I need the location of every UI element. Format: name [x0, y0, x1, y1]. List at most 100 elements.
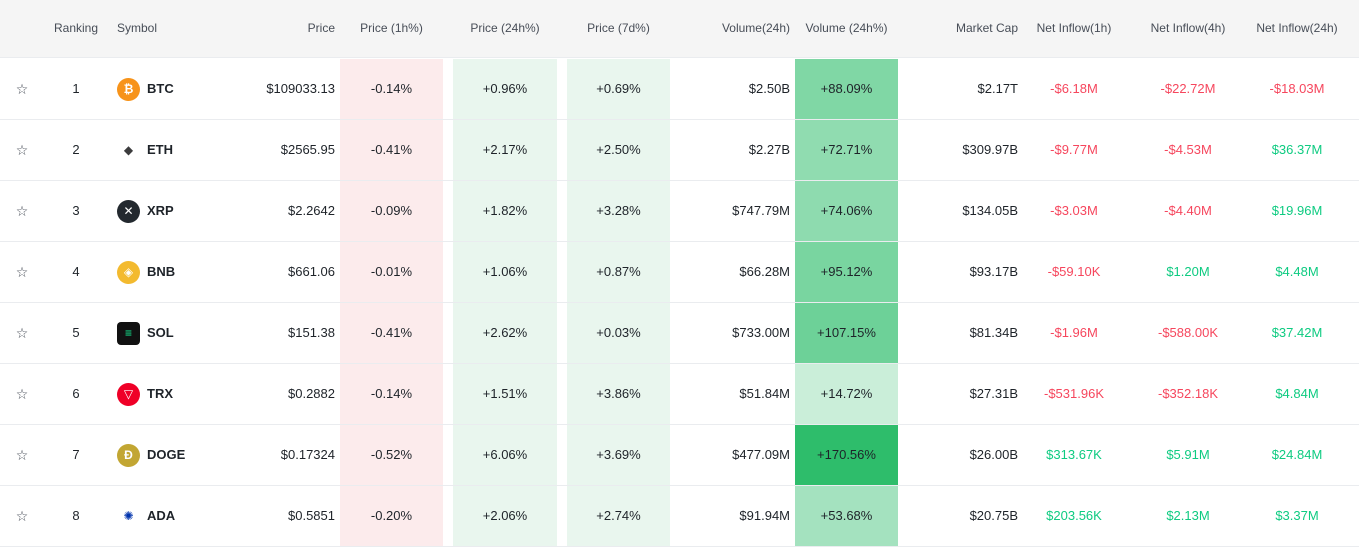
header-volume[interactable]: Volume(24h): [721, 21, 790, 35]
price-24h-cell: +0.96%: [482, 81, 528, 96]
price-24h-bg: [453, 242, 557, 302]
symbol-cell[interactable]: ADA: [147, 508, 176, 523]
price-1h-cell: -0.09%: [370, 203, 413, 218]
price-1h-bg: [340, 303, 443, 363]
header-net-inflow-4h[interactable]: Net Inflow(4h): [1150, 21, 1226, 35]
header-net-inflow-1h[interactable]: Net Inflow(1h): [1036, 21, 1112, 35]
favorite-star-icon[interactable]: ☆: [15, 386, 29, 402]
price-24h-bg: [453, 181, 557, 241]
favorite-star-icon[interactable]: ☆: [15, 264, 29, 280]
net-inflow-1h-cell: $203.56K: [1046, 508, 1102, 523]
net-inflow-4h-cell: $2.13M: [1166, 508, 1210, 523]
price-7d-bg: [567, 486, 670, 546]
favorite-star-icon[interactable]: ☆: [15, 325, 29, 341]
table-row[interactable]: ☆ ✕ XRP 3 $2.2642 -0.09% +1.82% +3.28% $747.79M +…: [0, 181, 1359, 242]
header-price-1h[interactable]: Price (1h%): [360, 21, 423, 35]
header-symbol[interactable]: Symbol: [117, 21, 158, 35]
price-24h-cell: +2.06%: [482, 508, 528, 523]
net-inflow-4h-cell: $1.20M: [1166, 264, 1210, 279]
price-24h-cell: +1.51%: [482, 386, 528, 401]
header-price-24h[interactable]: Price (24h%): [470, 21, 540, 35]
table-row[interactable]: ☆ ₿ BTC 1 $109033.13 -0.14% +0.96% +0.69% $2.50B…: [0, 59, 1359, 120]
price-7d-cell: +3.69%: [596, 447, 641, 462]
rank-cell: 2: [72, 142, 80, 157]
price-1h-bg: [340, 364, 443, 424]
favorite-star-icon[interactable]: ☆: [15, 508, 29, 524]
volume-24h-pct-cell: +74.06%: [820, 203, 873, 218]
price-24h-cell: +1.82%: [482, 203, 528, 218]
volume-heat-bg: [795, 486, 898, 546]
table-row[interactable]: ☆ ◆ ETH 2 $2565.95 -0.41% +2.17% +2.50% $2.27B +7…: [0, 120, 1359, 181]
symbol-cell[interactable]: SOL: [147, 325, 174, 340]
net-inflow-1h-cell: $313.67K: [1046, 447, 1102, 462]
net-inflow-1h-cell: -$9.77M: [1050, 142, 1098, 157]
volume-24h-pct-cell: +88.09%: [820, 81, 873, 96]
rank-cell: 8: [72, 508, 80, 523]
price-7d-bg: [567, 59, 670, 119]
price-cell: $0.2882: [288, 386, 335, 401]
table-row[interactable]: ☆ Ð DOGE 7 $0.17324 -0.52% +6.06% +3.69% $477.09…: [0, 425, 1359, 486]
price-1h-cell: -0.41%: [370, 142, 413, 157]
price-cell: $0.17324: [280, 447, 335, 462]
net-inflow-4h-cell: -$588.00K: [1158, 325, 1218, 340]
net-inflow-1h-cell: -$1.96M: [1050, 325, 1098, 340]
symbol-cell[interactable]: XRP: [147, 203, 174, 218]
volume-cell: $2.50B: [748, 81, 790, 96]
volume-24h-pct-cell: +95.12%: [820, 264, 873, 279]
favorite-star-icon[interactable]: ☆: [15, 81, 29, 97]
header-net-inflow-24h[interactable]: Net Inflow(24h): [1256, 21, 1338, 35]
trx-icon: ▽: [117, 383, 140, 406]
symbol-cell[interactable]: BNB: [147, 264, 176, 279]
market-cap-cell: $93.17B: [969, 264, 1018, 279]
volume-cell: $51.84M: [739, 386, 790, 401]
header-price-7d[interactable]: Price (7d%): [587, 21, 650, 35]
header-ranking[interactable]: Ranking: [54, 21, 99, 35]
volume-heat-bg: [795, 120, 898, 180]
table-row[interactable]: ☆ ▽ TRX 6 $0.2882 -0.14% +1.51% +3.86% $51.84M +1…: [0, 364, 1359, 425]
price-24h-cell: +6.06%: [482, 447, 528, 462]
price-1h-bg: [340, 59, 443, 119]
net-inflow-24h-cell: $19.96M: [1271, 203, 1323, 218]
price-cell: $0.5851: [288, 508, 335, 523]
net-inflow-24h-cell: $4.84M: [1275, 386, 1319, 401]
net-inflow-24h-cell: $37.42M: [1271, 325, 1323, 340]
net-inflow-24h-cell: -$18.03M: [1269, 81, 1325, 96]
favorite-star-icon[interactable]: ☆: [15, 203, 29, 219]
header-market-cap[interactable]: Market Cap: [955, 21, 1018, 35]
symbol-cell[interactable]: BTC: [147, 81, 174, 96]
market-cap-cell: $309.97B: [962, 142, 1018, 157]
price-7d-bg: [567, 364, 670, 424]
price-24h-bg: [453, 59, 557, 119]
symbol-cell[interactable]: TRX: [147, 386, 173, 401]
price-7d-bg: [567, 242, 670, 302]
volume-cell: $2.27B: [748, 142, 790, 157]
table-row[interactable]: ☆ ≡ SOL 5 $151.38 -0.41% +2.62% +0.03% $733.00M +…: [0, 303, 1359, 364]
net-inflow-24h-cell: $4.48M: [1275, 264, 1319, 279]
net-inflow-1h-cell: -$531.96K: [1044, 386, 1104, 401]
volume-cell: $747.79M: [732, 203, 790, 218]
market-cap-cell: $20.75B: [969, 508, 1018, 523]
price-1h-cell: -0.14%: [370, 81, 413, 96]
ada-icon: ✺: [117, 505, 140, 528]
table-row[interactable]: ☆ ◈ BNB 4 $661.06 -0.01% +1.06% +0.87% $66.28M +9…: [0, 242, 1359, 303]
volume-cell: $91.94M: [739, 508, 790, 523]
price-24h-bg: [453, 120, 557, 180]
price-7d-cell: +3.28%: [596, 203, 641, 218]
table-header: Ranking Symbol Price Price (1h%) Price (…: [0, 0, 1359, 58]
price-7d-bg: [567, 425, 670, 485]
favorite-star-icon[interactable]: ☆: [15, 447, 29, 463]
net-inflow-1h-cell: -$3.03M: [1050, 203, 1098, 218]
symbol-cell[interactable]: ETH: [147, 142, 173, 157]
header-price[interactable]: Price: [307, 21, 335, 35]
table-row[interactable]: ☆ ✺ ADA 8 $0.5851 -0.20% +2.06% +2.74% $91.94M +5…: [0, 486, 1359, 547]
price-24h-bg: [453, 486, 557, 546]
price-7d-cell: +0.03%: [596, 325, 641, 340]
symbol-cell[interactable]: DOGE: [147, 447, 186, 462]
price-7d-bg: [567, 181, 670, 241]
volume-cell: $66.28M: [739, 264, 790, 279]
price-7d-bg: [567, 303, 670, 363]
favorite-star-icon[interactable]: ☆: [15, 142, 29, 158]
price-7d-cell: +0.69%: [596, 81, 641, 96]
header-volume-24h-pct[interactable]: Volume (24h%): [805, 21, 888, 35]
